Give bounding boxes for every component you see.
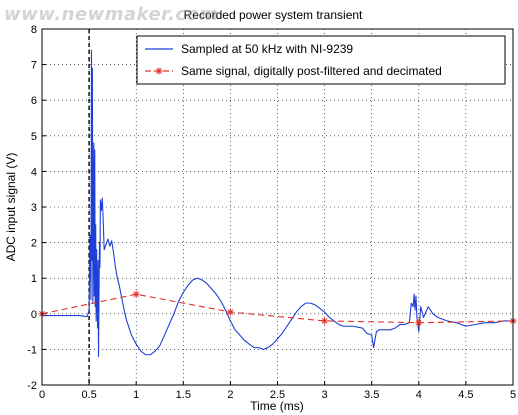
y-tick-label: 4: [31, 166, 37, 178]
data-point-marker: [415, 319, 423, 327]
y-tick-label: 6: [31, 95, 37, 107]
x-axis-label: Time (ms): [250, 399, 304, 413]
x-tick-label: 2.5: [270, 389, 285, 401]
legend-label: Same signal, digitally post-filtered and…: [181, 64, 442, 78]
x-tick-label: 4: [416, 389, 422, 401]
series-group: [38, 29, 517, 385]
y-tick-label: 0: [31, 309, 37, 321]
x-tick-label: 1: [133, 389, 139, 401]
data-point-marker: [321, 317, 329, 325]
y-tick-label: 1: [31, 273, 37, 285]
y-tick-label: 2: [31, 238, 37, 250]
x-tick-label: 3.5: [364, 389, 379, 401]
plot-area-frame: [41, 28, 514, 386]
chart-title: Recorded power system transient: [184, 8, 363, 22]
legend-label: Sampled at 50 kHz with NI-9239: [181, 42, 353, 56]
data-point-marker: [155, 67, 163, 75]
x-tick-label: 5: [510, 389, 516, 401]
y-tick-label: -1: [27, 344, 37, 356]
y-tick-label: 5: [31, 131, 37, 143]
x-tick-label: 3: [322, 389, 328, 401]
x-tick-label: 4.5: [458, 389, 473, 401]
x-tick-label: 0: [39, 389, 45, 401]
legend-item: Sampled at 50 kHz with NI-9239: [145, 42, 353, 56]
y-tick-label: 8: [31, 24, 37, 36]
data-point-marker: [132, 290, 140, 298]
y-tick-label: 7: [31, 60, 37, 72]
series-1: [42, 49, 513, 358]
x-tick-label: 0.5: [81, 389, 96, 401]
legend-box: [136, 35, 506, 85]
chart-legend: Sampled at 50 kHz with NI-9239 Same signa…: [136, 35, 506, 85]
series-line: [42, 49, 513, 358]
x-tick-label: 2: [227, 389, 233, 401]
series-line: [41, 293, 514, 324]
data-point-marker: [226, 308, 234, 316]
y-tick-label: -2: [27, 380, 37, 392]
series-2: [38, 290, 517, 327]
y-tick-label: 3: [31, 202, 37, 214]
legend-item: Same signal, digitally post-filtered and…: [145, 64, 442, 78]
y-axis-label: ADC input signal (V): [4, 153, 18, 262]
axis-ticks: 0 0.5 1 1.5 2 2.5 3 3.5 4 4.5 5 -2 -1 0 1 2 3 4 5 6 7 8: [27, 24, 516, 401]
x-tick-label: 1.5: [176, 389, 191, 401]
